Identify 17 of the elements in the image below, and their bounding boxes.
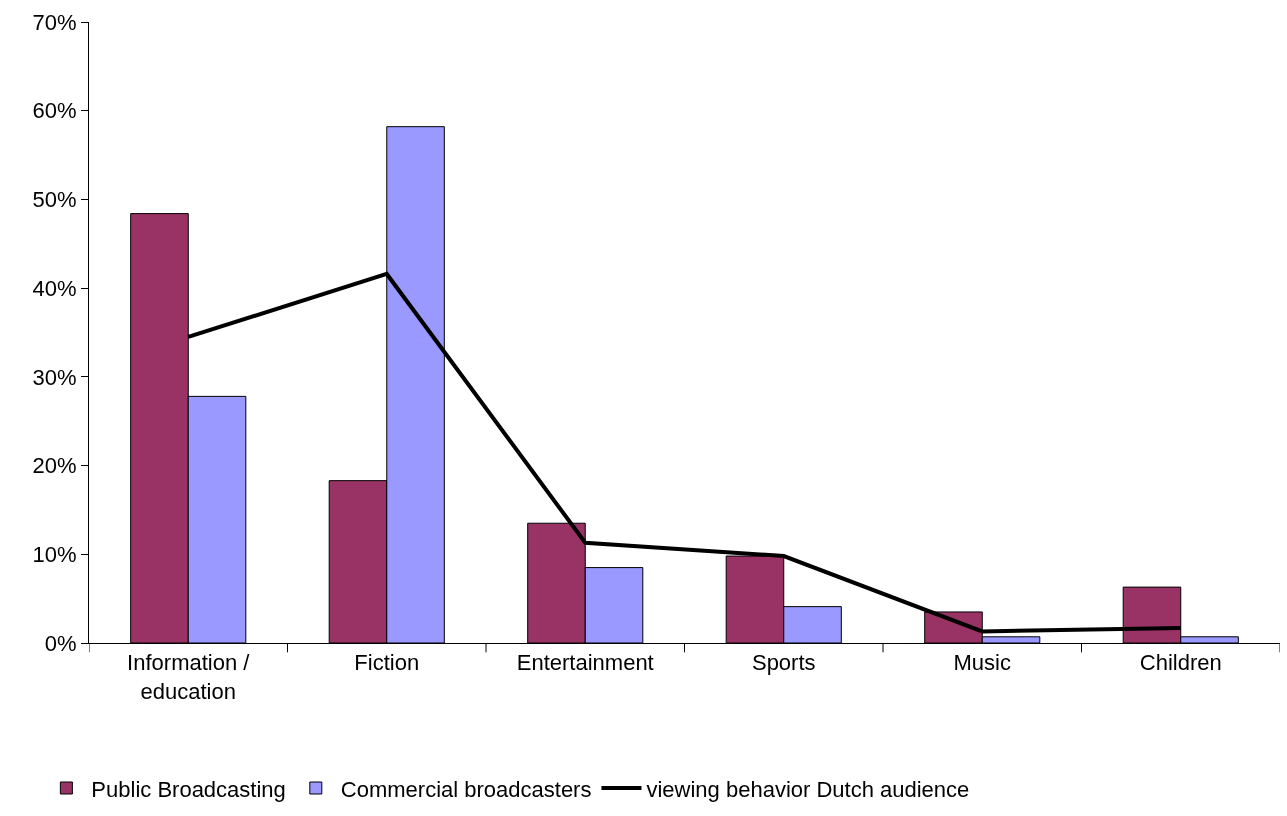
x-tick-label: Children [1139,650,1222,676]
legend-label: Public Broadcasting [91,776,286,802]
y-tick-label: 30% [32,364,77,390]
y-tick-label: 60% [32,98,77,124]
y-tick-label: 20% [32,453,77,479]
x-tick-label: Entertainment [516,650,654,676]
y-tick-label: 70% [32,9,77,35]
y-tick-label: 0% [44,630,77,656]
legend-label: viewing behavior Dutch audience [646,776,970,802]
y-tick-label: 50% [32,187,77,213]
legend-label: Commercial broadcasters [340,776,592,802]
x-tick-label: Sports [751,650,816,676]
y-tick-label: 40% [32,275,77,301]
y-tick-label: 10% [32,541,77,567]
x-tick-label: Music [953,650,1011,676]
x-tick-label: Information / education [127,650,251,704]
x-tick-label: Fiction [354,650,420,676]
